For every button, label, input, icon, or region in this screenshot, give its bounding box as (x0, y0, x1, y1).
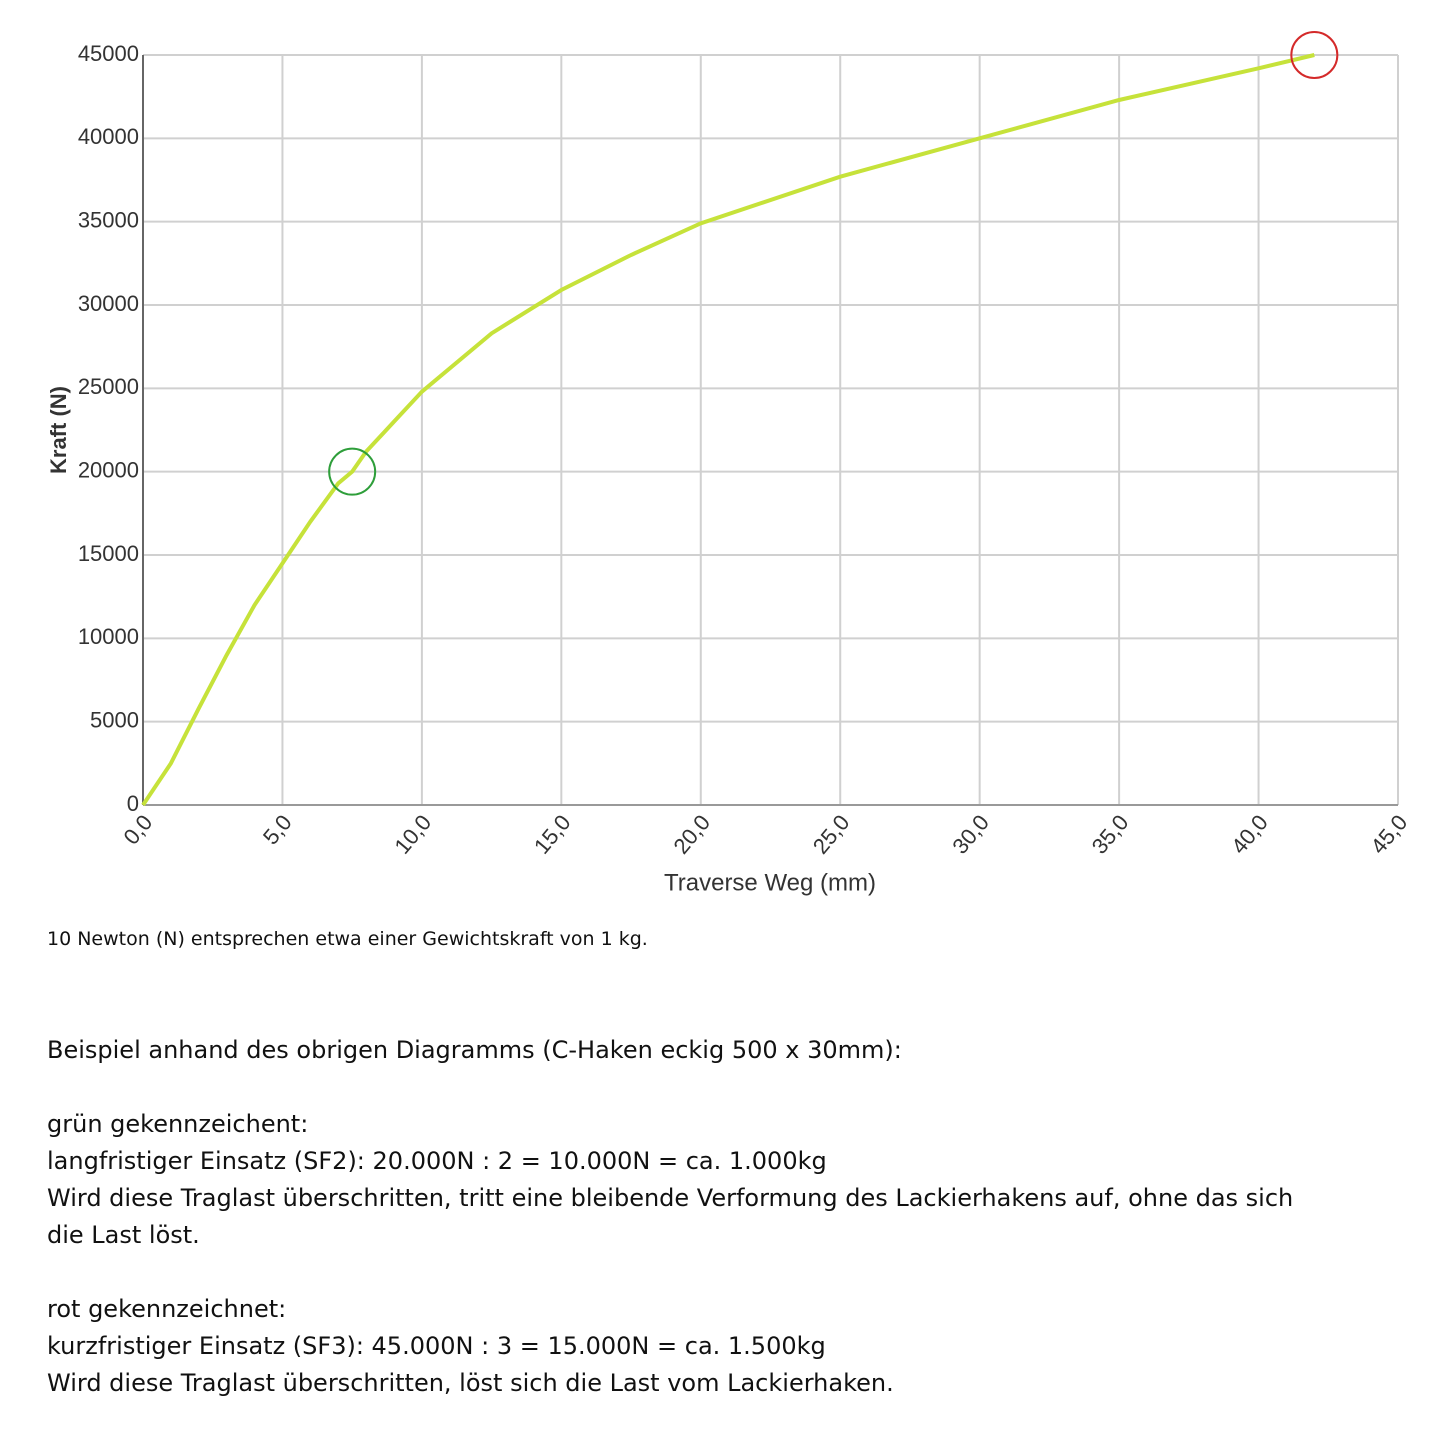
x-axis-label: Traverse Weg (mm) (664, 869, 876, 896)
y-tick-label: 25000 (78, 374, 139, 399)
y-tick-label: 40000 (78, 124, 139, 149)
y-tick-label: 5000 (90, 707, 139, 732)
x-tick-label: 10,0 (389, 810, 436, 859)
note-text: Wird diese Traglast überschritten, löst … (47, 1369, 894, 1397)
y-tick-label: 10000 (78, 624, 139, 649)
chart: Kraft (N) Traverse Weg (mm) 0 5000 10000 15… (46, 31, 1413, 896)
highlight-circle (1290, 31, 1339, 79)
green-note: grün gekennzeichent: langfristiger Einsat… (47, 1106, 1297, 1254)
x-tick-label: 0,0 (118, 810, 157, 850)
y-tick-label: 30000 (78, 291, 139, 316)
note-text: Wird diese Traglast überschritten, tritt… (47, 1184, 1294, 1249)
x-tick-label: 25,0 (808, 810, 855, 859)
x-tick-label: 30,0 (947, 810, 994, 859)
red-note: rot gekennzeichnet: kurzfristiger Einsatz… (47, 1291, 1297, 1402)
note-title: grün gekennzeichent: (47, 1110, 309, 1138)
highlight-circle (328, 447, 377, 496)
x-tick-label: 5,0 (258, 810, 297, 850)
line (141, 53, 1315, 807)
x-tick-label: 45,0 (1366, 810, 1413, 859)
notes: Beispiel anhand des obrigen Diagramms (C… (47, 1032, 1297, 1439)
y-tick-label: 15000 (78, 541, 139, 566)
note-line: langfristiger Einsatz (SF2): 20.000N : 2… (47, 1147, 827, 1175)
y-tick-label: 35000 (78, 207, 139, 232)
x-tick-label: 40,0 (1226, 810, 1273, 859)
note-line: kurzfristiger Einsatz (SF3): 45.000N : 3… (47, 1332, 826, 1360)
x-tick-label: 20,0 (668, 810, 715, 859)
heading: Beispiel anhand des obrigen Diagramms (C… (47, 1036, 902, 1064)
note-title: rot gekennzeichnet: (47, 1295, 287, 1323)
x-tick-label: 35,0 (1087, 810, 1134, 859)
y-tick-label: 20000 (78, 457, 139, 482)
caption: 10 Newton (N) entsprechen etwa einer Gew… (47, 928, 648, 950)
y-axis-label: Kraft (N) (46, 386, 71, 474)
y-tick-label: 45000 (78, 41, 139, 66)
x-tick-label: 15,0 (529, 810, 576, 859)
y-tick-label: 0 (127, 791, 139, 816)
